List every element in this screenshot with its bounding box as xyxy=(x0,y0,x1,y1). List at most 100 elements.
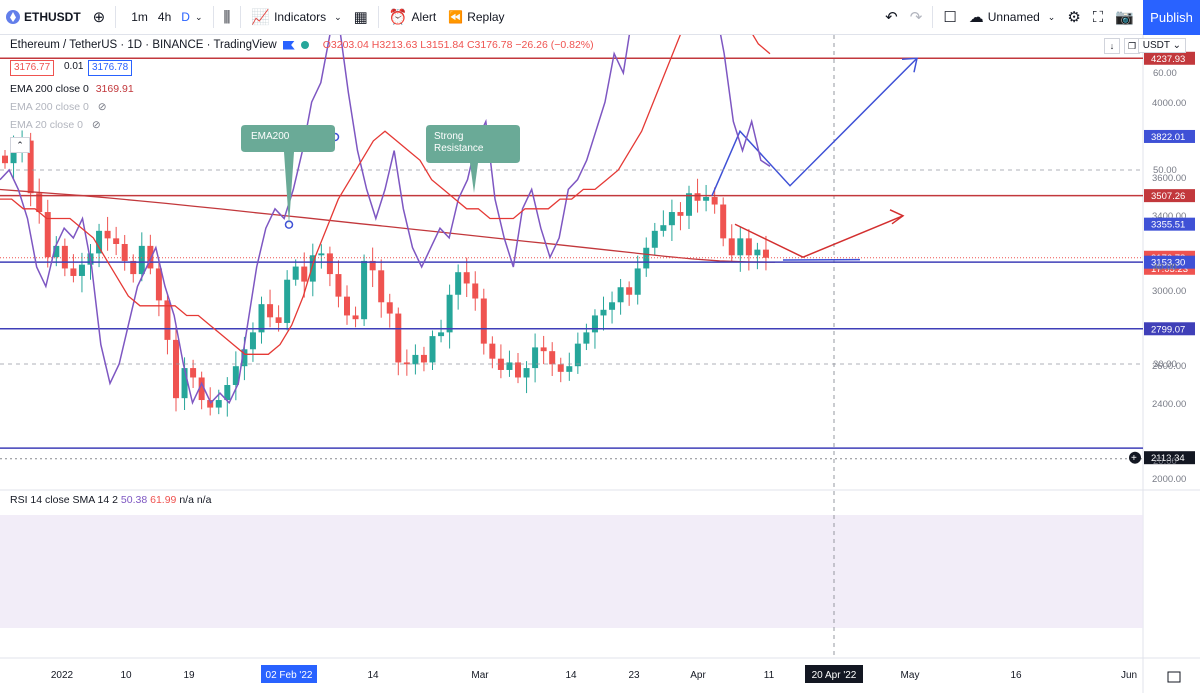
candle-body xyxy=(361,260,368,320)
candle-body xyxy=(344,296,350,316)
candle-body xyxy=(318,253,325,256)
candle-body xyxy=(130,260,137,275)
candle-body xyxy=(232,366,239,385)
candle-body xyxy=(369,260,376,271)
candle-body xyxy=(446,294,453,333)
flag-icon[interactable] xyxy=(282,40,295,50)
time-tick-label: 23 xyxy=(628,670,640,681)
ethereum-logo-icon xyxy=(6,10,20,24)
templates-button[interactable]: ▦ xyxy=(348,0,374,35)
candle-body xyxy=(249,332,256,350)
arrow-down-icon[interactable]: ↓ xyxy=(1104,38,1120,54)
fullscreen-button[interactable]: ⛶ xyxy=(1087,0,1110,35)
chevron-down-icon[interactable]: ⌄ xyxy=(194,11,203,22)
candle-body xyxy=(532,347,539,369)
time-tick-label: 11 xyxy=(764,670,775,681)
indicators-icon: 📈 xyxy=(251,9,271,26)
price-label-badge xyxy=(1144,217,1195,231)
expand-icon: ⛶ xyxy=(1092,8,1104,26)
rsi-line[interactable] xyxy=(0,35,771,406)
redo-icon: ↷ xyxy=(909,9,923,26)
settings-button[interactable]: ⚙ xyxy=(1061,0,1086,35)
timeframe-d[interactable]: D xyxy=(181,10,190,24)
cloud-icon: ☁ xyxy=(968,9,984,26)
undo-button[interactable]: ↶ xyxy=(879,0,904,35)
eye-off-icon[interactable]: ⊘ xyxy=(91,119,101,131)
candle-body xyxy=(61,245,68,269)
restore-icon[interactable]: ❐ xyxy=(1124,38,1140,54)
redo-button[interactable]: ↷ xyxy=(904,0,929,35)
chart-type-button[interactable]: ⫼ xyxy=(218,0,237,35)
market-status-icon xyxy=(300,41,309,49)
camera-icon: 📷 xyxy=(1115,9,1134,26)
candles-layer xyxy=(2,130,769,417)
candle-body xyxy=(626,287,633,295)
toolbar-divider xyxy=(932,6,934,28)
ema200-line[interactable] xyxy=(0,188,776,263)
candle-body xyxy=(309,255,316,282)
ask-price[interactable]: 3176.78 xyxy=(88,60,133,76)
callout-text-line2: Resistance xyxy=(434,143,484,154)
red-projection-path[interactable] xyxy=(734,215,904,258)
candle-body xyxy=(301,266,308,282)
snapshot-button[interactable]: 📷 xyxy=(1109,0,1140,35)
alert-label: Alert xyxy=(411,10,437,24)
replay-label: Replay xyxy=(467,10,505,24)
price-label-badge xyxy=(1144,51,1195,65)
rsi-label: RSI 14 close SMA 14 2 xyxy=(10,494,118,506)
candle-body xyxy=(198,377,205,401)
candle-body xyxy=(523,368,530,378)
rsi-legend[interactable]: RSI 14 close SMA 14 2 50.38 61.99 n/a n/… xyxy=(10,494,211,506)
alarm-clock-icon: ⏰ xyxy=(388,9,408,26)
countdown-text: 17:05:23 xyxy=(1151,264,1188,275)
blue-projection-path[interactable] xyxy=(711,57,918,196)
layout-menu[interactable]: ☁ Unnamed ⌄ xyxy=(963,0,1062,35)
indicator-ema-2[interactable]: EMA 200 close 0 ⊘ xyxy=(10,101,107,113)
chart-area[interactable]: 4000.00 3600.00 3400.00 3000.00 2600.00 2400.… xyxy=(0,35,1200,693)
candle-body xyxy=(164,300,171,340)
timeframe-1m[interactable]: 1m xyxy=(131,10,148,24)
candle-body xyxy=(207,400,214,408)
resistance-callout[interactable]: Strong Resistance xyxy=(426,125,520,193)
ema200-callout[interactable]: EMA200 xyxy=(241,125,335,225)
candle-body xyxy=(241,349,248,367)
eye-off-icon[interactable]: ⊘ xyxy=(97,101,107,113)
fullscreen-toggle[interactable]: ☐ xyxy=(937,0,962,35)
indicator-ema-3[interactable]: EMA 20 close 0 ⊘ xyxy=(10,119,101,131)
rsi-ma-line[interactable] xyxy=(0,35,771,355)
candle-body xyxy=(96,230,103,254)
time-tick-label: 16 xyxy=(1010,670,1022,681)
indicator-label: EMA 200 close 0 xyxy=(10,101,89,113)
currency-select[interactable]: USDT ⌄ xyxy=(1137,38,1186,53)
rsi-tick-label: 50.00 xyxy=(1153,165,1177,176)
time-tick-label: May xyxy=(901,670,920,681)
candle-body xyxy=(147,245,154,269)
candle-body xyxy=(284,279,291,323)
symbol-label: ETHUSDT xyxy=(24,10,81,24)
currency-label: USDT xyxy=(1142,40,1170,51)
price-axis[interactable] xyxy=(1143,35,1200,658)
price-label-badge xyxy=(1144,255,1195,269)
candle-body xyxy=(711,197,718,205)
symbol-search[interactable]: ETHUSDT xyxy=(0,0,87,35)
candle-body xyxy=(36,193,43,213)
bid-price[interactable]: 3176.77 xyxy=(10,60,55,76)
candle-body xyxy=(181,368,188,399)
timeframe-4h[interactable]: 4h xyxy=(157,10,172,24)
candle-body xyxy=(617,287,624,303)
candle-body xyxy=(53,245,60,258)
candle-body xyxy=(403,362,410,365)
replay-button[interactable]: ⏪ Replay xyxy=(442,0,510,35)
add-alert-icon[interactable] xyxy=(1129,451,1141,464)
collapse-legend-button[interactable]: ⌃ xyxy=(10,137,30,153)
indicator-ema-1[interactable]: EMA 200 close 0 3169.91 xyxy=(10,83,134,95)
settings-icon[interactable] xyxy=(1167,671,1181,683)
indicators-button[interactable]: 📈 Indicators ⌄ xyxy=(245,0,347,35)
compare-button[interactable]: ⊕ xyxy=(87,0,112,35)
publish-button[interactable]: Publish xyxy=(1143,0,1200,35)
alert-button[interactable]: ⏰ Alert xyxy=(383,0,442,35)
candles-icon: ⫼ xyxy=(223,8,231,26)
candle-body xyxy=(412,354,419,365)
candle-body xyxy=(395,313,402,363)
rsi-na: n/a n/a xyxy=(179,494,212,506)
